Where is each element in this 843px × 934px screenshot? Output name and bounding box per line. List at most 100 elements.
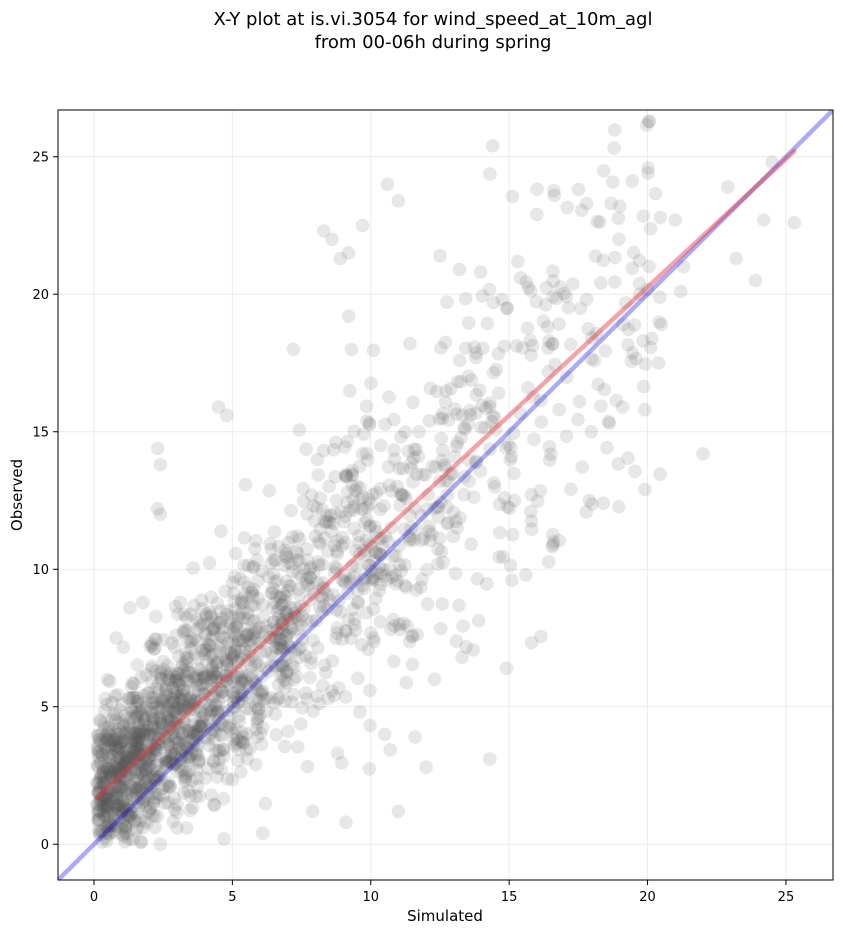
scatter-point <box>235 594 249 609</box>
x-tick-label-5: 25 <box>778 890 795 905</box>
scatter-point <box>324 508 338 523</box>
scatter-point <box>207 797 221 812</box>
scatter-point <box>328 506 342 521</box>
scatter-point <box>316 580 330 595</box>
scatter-point <box>138 768 152 783</box>
scatter-point <box>276 659 291 674</box>
scatter-point <box>638 482 652 497</box>
scatter-point <box>306 587 321 602</box>
scatter-point <box>182 692 197 706</box>
scatter-point <box>129 780 144 795</box>
scatter-point <box>268 633 282 648</box>
scatter-point <box>100 733 114 748</box>
scatter-point <box>115 757 129 772</box>
scatter-point <box>210 761 224 775</box>
scatter-point <box>391 194 406 208</box>
scatter-point <box>390 479 405 494</box>
scatter-point <box>137 814 152 829</box>
scatter-point <box>185 697 199 712</box>
scatter-point <box>142 728 156 743</box>
scatter-point <box>360 513 374 527</box>
scatter-point <box>237 558 251 573</box>
scatter-point <box>328 559 342 574</box>
scatter-point <box>235 685 250 700</box>
scatter-point <box>119 769 133 784</box>
scatter-point <box>99 768 114 782</box>
scatter-point <box>92 812 106 827</box>
scatter-point <box>100 798 115 813</box>
scatter-point <box>632 253 647 268</box>
scatter-point <box>344 342 359 357</box>
scatter-point <box>282 579 296 593</box>
scatter-point <box>422 519 436 534</box>
scatter-point <box>151 765 165 779</box>
scatter-point <box>223 621 238 636</box>
scatter-point <box>338 509 353 524</box>
scatter-point <box>174 749 189 763</box>
scatter-point <box>146 696 161 711</box>
scatter-point <box>111 742 126 756</box>
scatter-point <box>147 727 161 742</box>
scatter-point <box>159 683 173 697</box>
scatter-point <box>342 504 357 518</box>
scatter-point <box>240 627 255 642</box>
scatter-point <box>114 807 129 822</box>
scatter-point <box>117 795 131 809</box>
scatter-point <box>156 789 171 803</box>
scatter-point <box>120 798 134 812</box>
scatter-point <box>112 703 127 717</box>
scatter-point <box>338 536 352 550</box>
scatter-point <box>204 610 219 624</box>
scatter-point <box>164 713 178 728</box>
scatter-point <box>231 634 246 648</box>
scatter-point <box>333 251 348 266</box>
scatter-point <box>101 800 115 815</box>
scatter-point <box>226 576 240 590</box>
scatter-point <box>194 693 208 707</box>
scatter-point <box>302 593 317 607</box>
scatter-point <box>185 634 199 648</box>
scatter-point <box>198 771 213 785</box>
scatter-point <box>155 723 170 738</box>
scatter-point <box>360 500 375 515</box>
scatter-point <box>300 572 314 587</box>
scatter-point <box>140 740 155 755</box>
scatter-point <box>124 726 139 740</box>
scatter-point <box>211 694 226 709</box>
scatter-point <box>160 702 174 717</box>
scatter-point <box>120 786 135 801</box>
scatter-point <box>144 779 158 793</box>
scatter-point <box>118 834 132 849</box>
scatter-point <box>327 565 342 580</box>
scatter-point <box>170 700 184 715</box>
scatter-point <box>585 331 599 345</box>
scatter-point <box>135 766 149 780</box>
scatter-point <box>280 648 294 663</box>
scatter-point <box>134 766 148 781</box>
scatter-point <box>407 442 422 457</box>
scatter-point <box>374 548 388 562</box>
scatter-point <box>466 490 481 505</box>
scatter-point <box>373 560 387 574</box>
scatter-point <box>111 688 125 702</box>
scatter-point <box>445 466 460 481</box>
scatter-point <box>312 696 327 711</box>
scatter-point <box>440 500 455 514</box>
scatter-point <box>190 634 204 648</box>
scatter-point <box>191 661 205 676</box>
scatter-point <box>625 174 639 188</box>
scatter-point <box>167 669 182 683</box>
scatter-point <box>295 632 309 647</box>
scatter-point <box>177 625 191 640</box>
scatter-point <box>94 757 108 771</box>
scatter-point <box>420 563 435 577</box>
scatter-point <box>129 727 143 741</box>
scatter-point <box>240 702 254 716</box>
scatter-point <box>336 574 351 588</box>
scatter-point <box>241 580 256 595</box>
scatter-point <box>128 733 143 747</box>
scatter-point <box>152 737 167 752</box>
scatter-point <box>462 403 477 418</box>
scatter-point <box>305 804 320 819</box>
scatter-point <box>328 470 343 484</box>
